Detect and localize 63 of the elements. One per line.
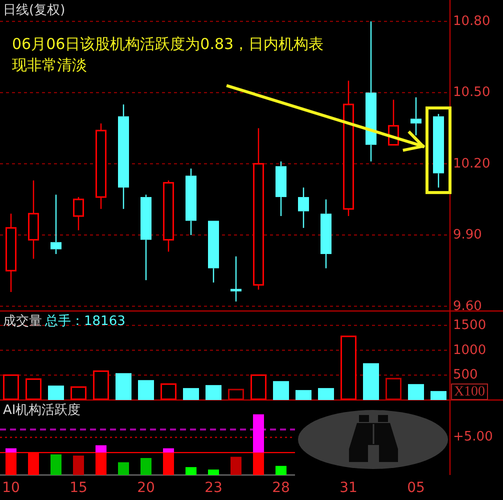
y-tick-label: 10.50: [453, 85, 490, 100]
bar: [26, 378, 42, 400]
bar: [140, 458, 152, 475]
bar: [250, 374, 266, 400]
bar: [273, 381, 289, 400]
bar: [386, 378, 402, 400]
y-tick-label: 9.60: [453, 298, 482, 314]
y-tick-label: 10.80: [453, 14, 490, 29]
chart-title: 成交量: [3, 313, 42, 329]
bar: [228, 388, 244, 400]
y-tick-label: 9.90: [453, 228, 482, 243]
bar: [230, 456, 242, 475]
bar: [408, 384, 424, 400]
bar: [6, 448, 16, 453]
x-tick-label: 23: [204, 480, 222, 496]
bar: [253, 414, 264, 453]
bar: [208, 470, 219, 475]
bar: [296, 390, 312, 400]
x-tick-label: 20: [137, 480, 155, 496]
text: +5.00: [453, 430, 493, 444]
y-tick-label: 1000: [453, 342, 486, 358]
bar: [138, 380, 154, 400]
x-tick-label: 28: [272, 480, 290, 496]
bar: [363, 363, 379, 400]
candlestick: [410, 96, 422, 136]
candlestick: [366, 20, 376, 162]
x-tick-label: 10: [2, 480, 20, 496]
chart-title: AI机构活跃度: [3, 402, 81, 418]
bar: [183, 388, 199, 400]
x-tick-label: 05: [407, 480, 425, 496]
bar: [96, 445, 106, 453]
bar: [186, 467, 196, 475]
x-tick-label: 15: [70, 480, 88, 496]
bar: [93, 370, 109, 400]
chart-subtitle: 总手：18163: [44, 314, 126, 329]
bar: [430, 391, 446, 400]
candlestick: [6, 213, 16, 293]
y-tick-label: 1500: [453, 318, 486, 333]
bar: [3, 374, 19, 400]
candlestick: [118, 104, 129, 210]
candlestick: [230, 256, 242, 302]
candlestick: [140, 194, 152, 281]
bar: [163, 448, 174, 453]
candlestick: [320, 198, 332, 269]
chart-title: 日线(复权): [3, 3, 66, 18]
candlestick: [28, 180, 39, 260]
bar: [73, 456, 84, 475]
bar: [118, 462, 129, 475]
bar: [318, 388, 334, 400]
candlestick: [433, 113, 444, 188]
x-tick-label: 31: [340, 480, 358, 496]
candlestick: [298, 186, 309, 229]
bar: [50, 454, 62, 475]
y-tick-label: 10.20: [453, 156, 490, 172]
bar: [160, 383, 176, 400]
y-tick-label: 500: [453, 368, 478, 383]
bar: [70, 386, 86, 400]
bar: [340, 336, 356, 400]
bar: [48, 386, 64, 400]
bar: [206, 385, 222, 400]
annotation: 06月06日该股机构活跃度为0.83，日内机构表现非常清淡: [12, 35, 324, 74]
bar: [276, 466, 286, 475]
bar: [116, 373, 132, 400]
